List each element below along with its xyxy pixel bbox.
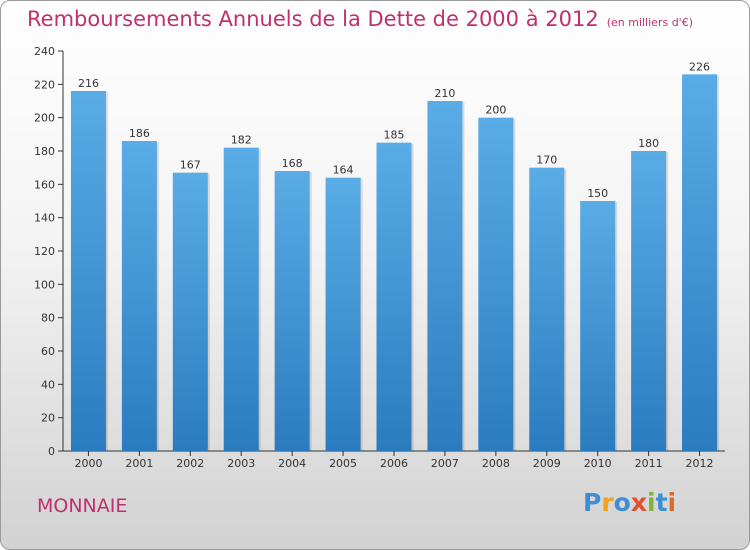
value-label-2009: 170: [536, 154, 557, 167]
value-label-2001: 186: [129, 127, 150, 140]
value-label-2011: 180: [638, 137, 659, 150]
bar-2004: [274, 171, 310, 451]
x-tick-label-2004: 2004: [278, 457, 306, 470]
bar-2007: [427, 101, 463, 451]
value-label-2003: 182: [231, 134, 252, 147]
title-text: Remboursements Annuels de la Dette de 20…: [27, 7, 599, 31]
x-tick-label-2009: 2009: [533, 457, 561, 470]
y-tick-label: 80: [41, 312, 55, 325]
x-tick-label-2011: 2011: [635, 457, 663, 470]
x-tick-label-2002: 2002: [176, 457, 204, 470]
y-tick-label: 40: [41, 378, 55, 391]
y-tick-label: 140: [34, 212, 55, 225]
x-tick-label-2000: 2000: [74, 457, 102, 470]
value-labels: 216 186 167 182 168 164 185 210 200 170 150 180 226: [78, 60, 710, 200]
bar-2009: [529, 167, 565, 451]
bar-2008: [478, 117, 514, 452]
value-label-2010: 150: [587, 187, 608, 200]
chart-title: Remboursements Annuels de la Dette de 20…: [27, 7, 693, 31]
bar-2000: [70, 91, 106, 451]
x-tick-label-2010: 2010: [584, 457, 612, 470]
x-tick-label-2006: 2006: [380, 457, 408, 470]
x-tick-label-2012: 2012: [686, 457, 714, 470]
bar-2010: [580, 201, 616, 451]
y-tick-label: 180: [34, 145, 55, 158]
bar-2006: [376, 142, 412, 451]
y-tick-label: 60: [41, 345, 55, 358]
commune-name: MONNAIE: [37, 495, 128, 517]
proxiti-logo[interactable]: Proxiti: [583, 488, 677, 517]
x-tick-label-2005: 2005: [329, 457, 357, 470]
value-label-2000: 216: [78, 77, 99, 90]
bar-2002: [172, 172, 208, 451]
y-tick-label: 0: [48, 445, 55, 458]
x-tick-label-2001: 2001: [125, 457, 153, 470]
bar-2001: [121, 141, 157, 451]
value-label-2004: 168: [282, 157, 303, 170]
y-tick-label: 200: [34, 112, 55, 125]
value-label-2007: 210: [434, 87, 455, 100]
bar-2012: [682, 74, 718, 451]
x-tick-label-2007: 2007: [431, 457, 459, 470]
bars: [70, 74, 720, 452]
y-tick-label: 100: [34, 278, 55, 291]
bar-2005: [325, 177, 361, 451]
value-label-2012: 226: [689, 60, 710, 73]
y-tick-label: 20: [41, 412, 55, 425]
value-label-2008: 200: [485, 104, 506, 117]
value-label-2006: 185: [384, 129, 405, 142]
x-tick-label-2008: 2008: [482, 457, 510, 470]
axes: 0 20 40 60 80 100 120 140 160 180 200 220 240 2000 200…: [34, 45, 725, 470]
bar-2003: [223, 147, 259, 451]
value-label-2005: 164: [333, 164, 354, 177]
y-tick-label: 120: [34, 245, 55, 258]
value-label-2002: 167: [180, 159, 201, 172]
x-tick-label-2003: 2003: [227, 457, 255, 470]
y-tick-label: 240: [34, 45, 55, 58]
unit-text: (en milliers d'€): [606, 16, 693, 29]
y-tick-label: 220: [34, 78, 55, 91]
bar-2011: [631, 151, 667, 451]
y-tick-label: 160: [34, 178, 55, 191]
